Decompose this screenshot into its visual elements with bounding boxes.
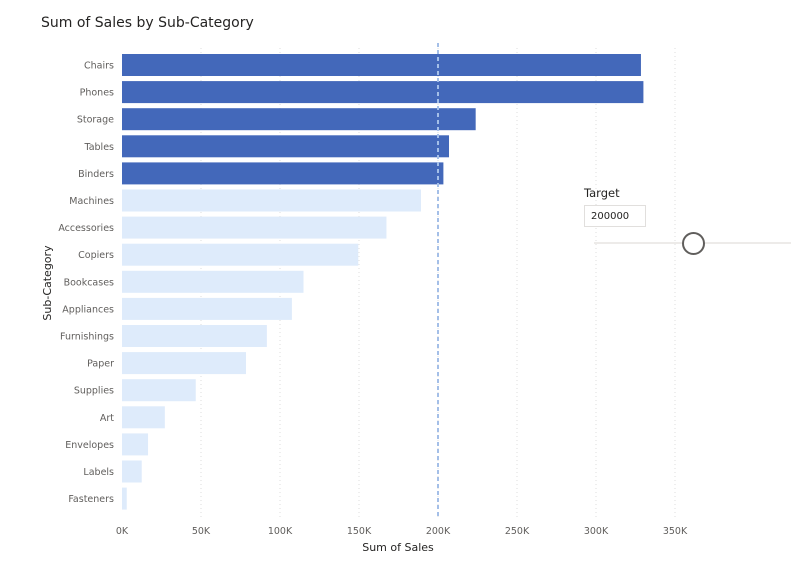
category-label: Appliances [62,304,114,315]
category-label: Accessories [58,223,114,234]
bar-appliances[interactable] [122,297,292,320]
category-label: Chairs [84,61,114,72]
category-label: Bookcases [64,277,114,288]
category-label: Furnishings [60,332,114,343]
bar-fasteners[interactable] [122,487,127,510]
bar-machines[interactable] [122,189,421,212]
bar-phones[interactable] [122,81,644,104]
target-input[interactable] [584,205,646,227]
y-axis-title: Sub-Category [41,245,54,321]
category-label: Storage [77,115,114,126]
x-tick-label: 350K [663,526,688,537]
bars [122,54,644,510]
chart-title: Sum of Sales by Sub-Category [41,15,254,31]
x-tick-label: 250K [505,526,530,537]
category-label: Fasteners [68,494,114,505]
bar-accessories[interactable] [122,216,387,239]
bar-supplies[interactable] [122,379,196,402]
category-label: Tables [83,142,114,153]
category-label: Binders [78,169,114,180]
x-tick-label: 100K [268,526,293,537]
bar-copiers[interactable] [122,243,359,266]
bar-binders[interactable] [122,162,444,185]
target-slicer-title: Target [584,186,620,200]
bar-bookcases[interactable] [122,270,304,293]
x-tick-label: 200K [426,526,451,537]
bar-paper[interactable] [122,352,246,375]
bar-chairs[interactable] [122,54,641,76]
target-slider-thumb[interactable] [682,232,705,255]
category-label: Phones [80,88,114,99]
x-tick-label: 50K [192,526,211,537]
category-label: Supplies [74,386,114,397]
bar-envelopes[interactable] [122,433,149,456]
category-label: Copiers [78,250,114,261]
x-axis-title: Sum of Sales [362,541,434,554]
category-label: Envelopes [65,440,114,451]
category-labels: Chairs Phones Storage Tables Binders Machines… [58,61,114,506]
x-tick-label: 300K [584,526,609,537]
x-tick-label: 0K [116,526,129,537]
category-label: Paper [87,359,114,370]
x-tick-label: 150K [347,526,372,537]
category-label: Art [100,413,114,424]
bar-art[interactable] [122,406,165,429]
category-label: Labels [83,467,114,478]
bar-furnishings[interactable] [122,325,267,347]
category-label: Machines [69,196,114,207]
x-tick-labels: 0K 50K 100K 150K 200K 250K 300K 350K [116,526,688,537]
bar-tables[interactable] [122,135,450,158]
bar-labels[interactable] [122,460,142,483]
bar-storage[interactable] [122,108,476,131]
